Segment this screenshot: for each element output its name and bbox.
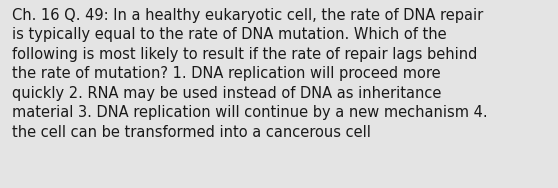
Text: Ch. 16 Q. 49: In a healthy eukaryotic cell, the rate of DNA repair
is typically : Ch. 16 Q. 49: In a healthy eukaryotic ce… <box>12 8 488 140</box>
